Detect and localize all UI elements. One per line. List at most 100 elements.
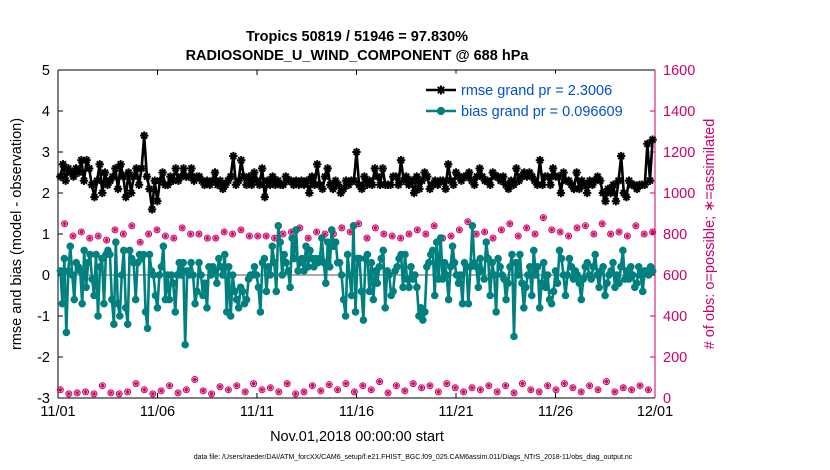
bias-point (201, 279, 209, 288)
bias-point (421, 308, 429, 316)
obs-assimilated-point (62, 221, 67, 226)
bias-point (563, 271, 572, 279)
obs-assimilated-point (398, 235, 403, 241)
bias-point (595, 283, 603, 292)
bias-point (337, 271, 346, 279)
bias-point (468, 222, 477, 230)
rmse-point (509, 180, 518, 189)
bias-point (290, 254, 298, 263)
obs-possible-point (119, 230, 127, 238)
bias-point (199, 291, 207, 300)
x-tick-label: 11/26 (538, 404, 573, 420)
obs-possible-point (590, 230, 598, 238)
rmse-point (352, 147, 361, 157)
bias-point (565, 254, 574, 263)
bias-point (508, 250, 516, 259)
bias-point (411, 271, 419, 279)
bias-point (389, 287, 397, 296)
rmse-point (616, 151, 626, 161)
bias-point (70, 295, 79, 304)
bias-point (553, 279, 562, 288)
bias-point (454, 279, 463, 288)
rmse-point (74, 168, 83, 177)
bias-point (347, 291, 356, 300)
obs-possible-point (250, 380, 258, 388)
bias-point (272, 287, 281, 296)
obs-assimilated-point (70, 233, 76, 239)
bias-point (60, 254, 69, 263)
rmse-point (645, 176, 655, 185)
obs-possible-point (602, 378, 610, 386)
obs-assimilated-point (629, 387, 634, 392)
obs-possible-point (132, 380, 140, 388)
obs-assimilated-point (154, 227, 160, 233)
bias-point (615, 279, 623, 288)
obs-possible-point (485, 382, 493, 390)
obs-assimilated-point (377, 379, 382, 384)
obs-possible-point (300, 388, 308, 396)
obs-possible-point (254, 232, 262, 240)
obs-possible-point (539, 214, 547, 222)
rmse-point (100, 168, 110, 177)
bias-point (428, 246, 437, 255)
y-axis-right-label: # of obs: o=possible; ∗=assimilated (702, 119, 718, 350)
bias-point (282, 258, 290, 267)
bias-point (234, 304, 243, 312)
bias-point (292, 226, 300, 234)
obs-possible-point (455, 226, 463, 234)
obs-assimilated-point (163, 233, 168, 239)
obs-possible-point (140, 386, 148, 394)
obs-assimilated-point (499, 227, 504, 233)
obs-assimilated-point (637, 383, 643, 388)
bias-point (66, 242, 75, 251)
bias-point (617, 263, 625, 271)
bias-point (238, 287, 247, 296)
obs-possible-point (258, 386, 266, 394)
bias-point (510, 332, 518, 341)
obs-possible-point (430, 222, 438, 230)
y-left-tick-label: 0 (42, 268, 50, 284)
bias-point (343, 250, 352, 259)
rmse-point (61, 176, 70, 185)
obs-possible-point (61, 220, 69, 228)
bias-point (80, 246, 88, 255)
x-tick-label: 12/01 (637, 404, 673, 420)
bias-point (100, 299, 108, 308)
rmse-point (614, 176, 623, 185)
bias-point (450, 258, 459, 267)
obs-assimilated-point (247, 233, 252, 239)
obs-possible-point (371, 224, 379, 232)
rmse-point (90, 192, 99, 202)
obs-assimilated-point (251, 381, 256, 386)
y-left-tick-label: -2 (37, 350, 50, 366)
bias-point (268, 242, 277, 251)
obs-assimilated-point (289, 229, 294, 235)
bias-point (94, 312, 102, 320)
obs-possible-point (434, 388, 442, 396)
bias-point (211, 267, 219, 275)
obs-assimilated-point (495, 389, 500, 395)
rmse-point (596, 176, 605, 185)
x-tick-label: 11/16 (339, 404, 374, 420)
obs-assimilated-point (587, 383, 592, 388)
obs-possible-point (161, 232, 169, 240)
bias-point (68, 271, 77, 279)
obs-assimilated-point (432, 223, 437, 228)
y-left-tick-label: 3 (42, 145, 50, 161)
obs-possible-point (199, 387, 207, 395)
bias-point (522, 283, 530, 292)
rmse-point (640, 180, 649, 189)
obs-possible-point (422, 230, 430, 238)
obs-possible-point (548, 226, 556, 234)
bias-point (339, 295, 348, 304)
bias-point (613, 271, 621, 279)
obs-possible-point (556, 228, 564, 236)
obs-possible-point (577, 388, 585, 396)
obs-assimilated-point (196, 231, 202, 237)
bias-point (543, 271, 552, 279)
bias-point (375, 263, 384, 271)
bias-point (224, 263, 233, 271)
obs-assimilated-point (192, 377, 197, 382)
obs-assimilated-point (642, 231, 647, 237)
